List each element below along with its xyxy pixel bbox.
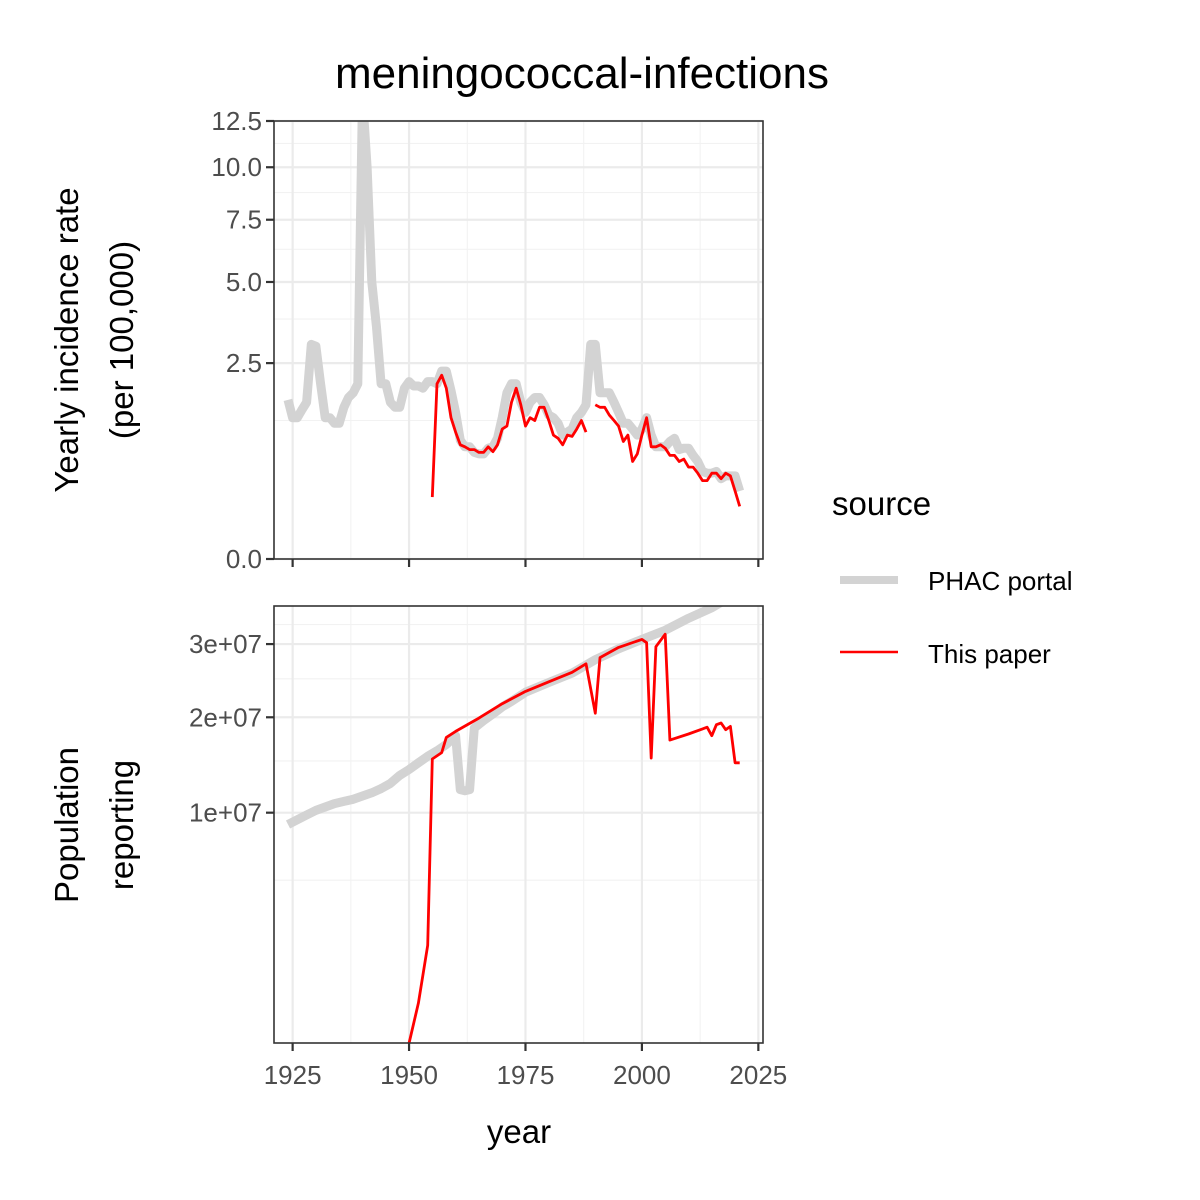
series-group (283, 121, 745, 507)
y-tick-label: 10.0 (211, 152, 262, 182)
x-tick-label: 1925 (264, 1060, 322, 1090)
y-tick-label: 3e+07 (189, 629, 262, 659)
y-tick-label: 12.5 (211, 106, 262, 136)
population-panel: 1e+07 2e+07 3e+07 1925 1950 1975 2000 2025 (189, 605, 787, 1090)
chart-title: meningococcal-infections (335, 49, 829, 98)
y-tick-label: 0.0 (226, 544, 262, 574)
legend-label-phac-portal: PHAC portal (928, 566, 1073, 596)
series-line-this-paper (407, 632, 740, 1043)
x-axis-title: year (487, 1113, 551, 1150)
y-tick-label: 2e+07 (189, 702, 262, 732)
incidence-y-axis-title: Yearly incidence rate (per 100,000) (48, 187, 140, 492)
series-line-this-paper (430, 373, 742, 507)
panel-border (273, 120, 764, 560)
legend-title: source (832, 485, 931, 522)
y-tick-label: 5.0 (226, 267, 262, 297)
y-tick-label: 1e+07 (189, 798, 262, 828)
legend: source PHAC portal This paper (832, 485, 1073, 669)
population-y-axis-title: Population reporting (48, 747, 140, 903)
series-line-phac-portal (283, 121, 745, 493)
y-tick-label: 7.5 (226, 205, 262, 235)
x-tick-label: 2025 (729, 1060, 787, 1090)
series-group (285, 606, 740, 1043)
series-line-phac-portal (285, 606, 724, 829)
incidence-y-axis-title-line-1: Yearly incidence rate (48, 187, 85, 492)
y-tick-label: 2.5 (226, 348, 262, 378)
panel-border (273, 605, 764, 1044)
x-tick-label: 1950 (380, 1060, 438, 1090)
legend-label-this-paper: This paper (928, 639, 1051, 669)
population-y-axis-title-line-1: Population (48, 747, 85, 903)
incidence-y-axis-title-line-2: (per 100,000) (103, 241, 140, 439)
population-y-axis-title-line-2: reporting (103, 760, 140, 890)
incidence-panel: 0.0 2.5 5.0 7.5 10.0 12.5 (211, 106, 764, 574)
x-tick-label: 2000 (613, 1060, 671, 1090)
x-tick-label: 1975 (497, 1060, 555, 1090)
